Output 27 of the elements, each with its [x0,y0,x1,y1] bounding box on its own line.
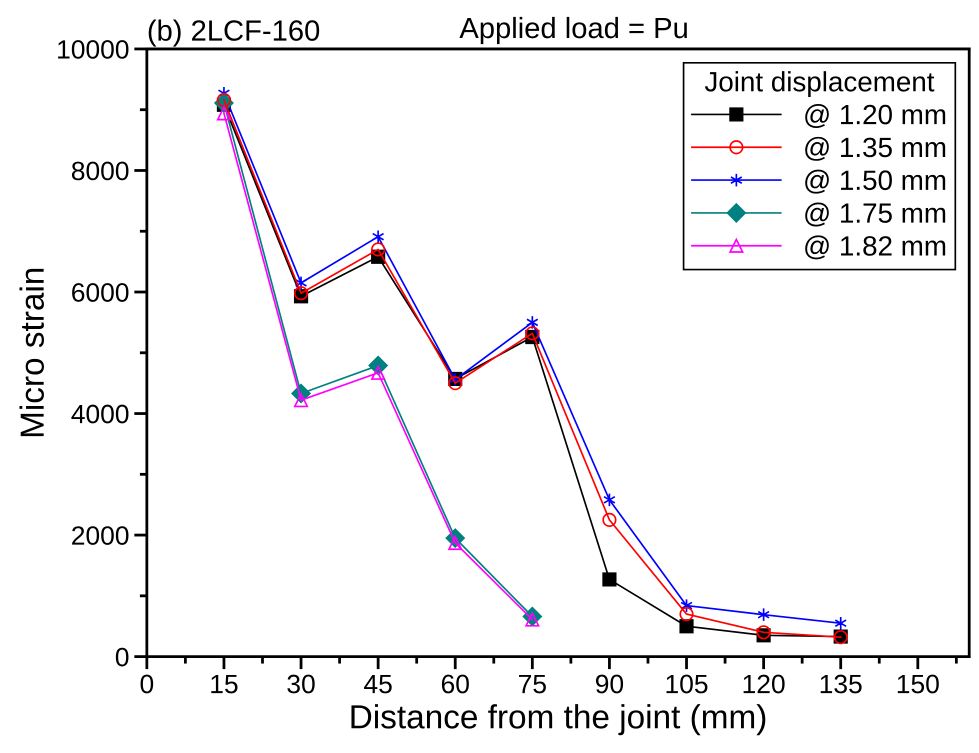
y-tick-label: 6000 [72,283,128,302]
y-tick-label: 0 [116,648,128,666]
legend-label: @ 1.20 mm [805,104,946,128]
legend-label: @ 1.35 mm [805,136,946,161]
x-tick-label: 105 [666,674,708,694]
x-tick-label: 0 [140,674,154,694]
x-tick-label: 60 [442,674,469,694]
legend-label: @ 1.50 mm [805,170,946,194]
x-tick-label: 75 [519,674,546,694]
x-tick-label: 45 [364,674,392,694]
x-tick-label: 150 [898,674,939,694]
legend-label: @ 1.75 mm [805,202,946,226]
x-tick-label: 90 [596,674,624,694]
y-tick-label: 4000 [71,404,128,424]
chart-subtitle: Applied load = Pu [459,16,687,44]
y-tick-label: 10000 [58,40,128,59]
y-tick-label: 2000 [72,526,128,545]
legend-title: Joint displacement [704,71,934,98]
y-tick-label: 8000 [72,162,128,180]
chart-title: (b) 2LCF-160 [148,19,320,47]
x-tick-label: 30 [287,674,315,694]
y-axis-title: Micro strain [19,268,44,436]
x-tick-label: 15 [211,674,238,694]
legend-label: @ 1.82 mm [805,235,946,260]
x-tick-label: 135 [820,674,862,694]
x-tick-label: 120 [744,674,785,694]
x-axis-title: Distance from the joint (mm) [351,704,766,736]
